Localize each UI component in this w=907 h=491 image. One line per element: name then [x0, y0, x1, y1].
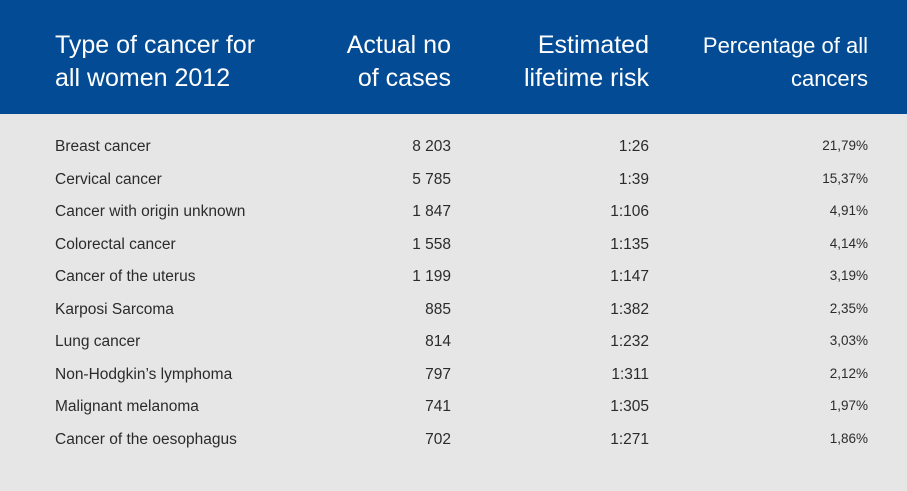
cell-type: Malignant melanoma	[55, 398, 199, 415]
cell-cases: 8 203	[412, 138, 451, 155]
cell-risk: 1:232	[610, 333, 649, 350]
cell-cases: 885	[425, 301, 451, 318]
cell-risk: 1:305	[610, 398, 649, 415]
header-lifetime-risk: Estimated lifetime risk	[523, 31, 649, 92]
cell-type: Cervical cancer	[55, 171, 162, 188]
cell-type: Colorectal cancer	[55, 236, 176, 253]
cell-risk: 1:271	[610, 431, 649, 448]
cell-cases: 702	[425, 431, 451, 448]
table-row: Karposi Sarcoma 885 1:382 2,35%	[0, 293, 907, 325]
cell-type: Cancer with origin unknown	[55, 203, 246, 220]
cell-type: Cancer of the uterus	[55, 268, 196, 285]
cell-percent: 1,86%	[829, 431, 868, 446]
table-row: Cancer of the uterus 1 199 1:147 3,19%	[0, 260, 907, 292]
table-row: Cancer of the oesophagus 702 1:271 1,86%	[0, 423, 907, 455]
cell-cases: 814	[425, 333, 451, 350]
cell-risk: 1:135	[610, 236, 649, 253]
cell-risk: 1:26	[618, 138, 649, 155]
cell-percent: 4,91%	[829, 203, 868, 218]
cell-risk: 1:39	[618, 171, 649, 188]
cell-cases: 1 558	[412, 236, 451, 253]
cell-percent: 15,37%	[822, 171, 868, 186]
table-row: Cervical cancer 5 785 1:39 15,37%	[0, 163, 907, 195]
cell-risk: 1:106	[610, 203, 649, 220]
cell-type: Breast cancer	[55, 138, 151, 155]
cell-percent: 1,97%	[829, 398, 868, 413]
table-row: Breast cancer 8 203 1:26 21,79%	[0, 130, 907, 162]
header-percentage: Percentage of all cancers	[702, 33, 868, 91]
cell-cases: 1 199	[412, 268, 451, 285]
table-row: Non-Hodgkin’s lymphoma 797 1:311 2,12%	[0, 358, 907, 390]
cell-risk: 1:147	[610, 268, 649, 285]
header-type-of-cancer: Type of cancer for all women 2012	[55, 31, 256, 92]
cell-percent: 21,79%	[822, 138, 868, 153]
cell-cases: 5 785	[412, 171, 451, 188]
table-row: Cancer with origin unknown 1 847 1:106 4…	[0, 195, 907, 227]
table-row: Malignant melanoma 741 1:305 1,97%	[0, 390, 907, 422]
table-body: Breast cancer 8 203 1:26 21,79% Cervical…	[0, 114, 907, 491]
cell-percent: 4,14%	[829, 236, 868, 251]
cell-type: Lung cancer	[55, 333, 141, 350]
cell-risk: 1:382	[610, 301, 649, 318]
cell-type: Non-Hodgkin’s lymphoma	[55, 366, 233, 383]
header-actual-cases: Actual no of cases	[346, 31, 451, 92]
table-header: Type of cancer for all women 2012 Actual…	[0, 0, 907, 114]
cell-percent: 3,03%	[829, 333, 868, 348]
cell-percent: 3,19%	[829, 268, 868, 283]
cell-type: Karposi Sarcoma	[55, 301, 174, 318]
cell-cases: 741	[425, 398, 451, 415]
cell-risk: 1:311	[611, 366, 649, 383]
cell-percent: 2,35%	[829, 301, 868, 316]
table-row: Lung cancer 814 1:232 3,03%	[0, 325, 907, 357]
cell-percent: 2,12%	[829, 366, 868, 381]
table-row: Colorectal cancer 1 558 1:135 4,14%	[0, 228, 907, 260]
cell-cases: 1 847	[412, 203, 451, 220]
cell-type: Cancer of the oesophagus	[55, 431, 237, 448]
cell-cases: 797	[425, 366, 451, 383]
